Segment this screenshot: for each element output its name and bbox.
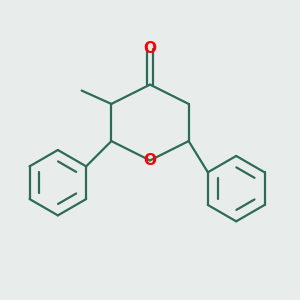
Text: O: O [143,41,157,56]
Text: O: O [143,153,157,168]
